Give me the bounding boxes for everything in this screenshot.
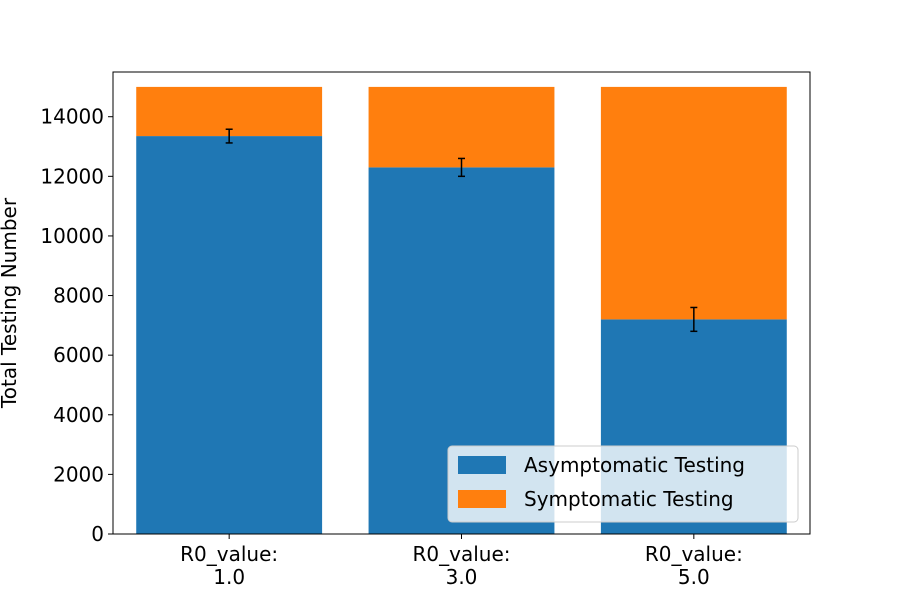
y-tick-label-0: 0 — [91, 522, 104, 546]
bar-symptomatic-testing-1 — [368, 86, 555, 168]
legend-swatch-1 — [458, 490, 506, 508]
y-tick-label-10000: 10000 — [40, 224, 104, 248]
x-tick-label-0-1: 1.0 — [213, 565, 245, 589]
error-bar-1 — [458, 157, 465, 178]
y-tick-label-6000: 6000 — [53, 343, 104, 367]
error-bars-layer — [225, 128, 698, 333]
x-tick-label-2-1: 5.0 — [678, 565, 710, 589]
x-tick-label-0-0: R0_value: — [180, 542, 278, 566]
legend-label-0: Asymptomatic Testing — [524, 453, 745, 477]
legend-label-1: Symptomatic Testing — [524, 487, 734, 511]
x-axis: R0_value:1.0R0_value:3.0R0_value:5.0 — [180, 534, 743, 589]
x-tick-label-1-0: R0_value: — [413, 542, 511, 566]
y-tick-label-8000: 8000 — [53, 284, 104, 308]
legend-box — [447, 445, 799, 523]
y-tick-label-12000: 12000 — [40, 164, 104, 188]
x-tick-label-2-0: R0_value: — [645, 542, 743, 566]
bar-asymptomatic-testing-0 — [136, 136, 323, 535]
y-tick-label-4000: 4000 — [53, 403, 104, 427]
legend-swatch-0 — [458, 456, 506, 474]
legend: Asymptomatic Testing Symptomatic Testing — [447, 445, 799, 523]
bars-layer — [136, 86, 787, 535]
error-bar-0 — [225, 128, 233, 144]
bar-symptomatic-testing-2 — [600, 86, 787, 320]
y-tick-label-2000: 2000 — [53, 462, 104, 486]
y-axis-label: Total Testing Number — [0, 197, 21, 409]
y-tick-label-14000: 14000 — [40, 105, 104, 129]
y-axis: 0 2000 4000 6000 8000 10000 12000 14000 — [40, 105, 113, 546]
error-bar-2 — [690, 306, 698, 333]
x-tick-label-1-1: 3.0 — [446, 565, 478, 589]
bar-symptomatic-testing-0 — [136, 86, 323, 137]
